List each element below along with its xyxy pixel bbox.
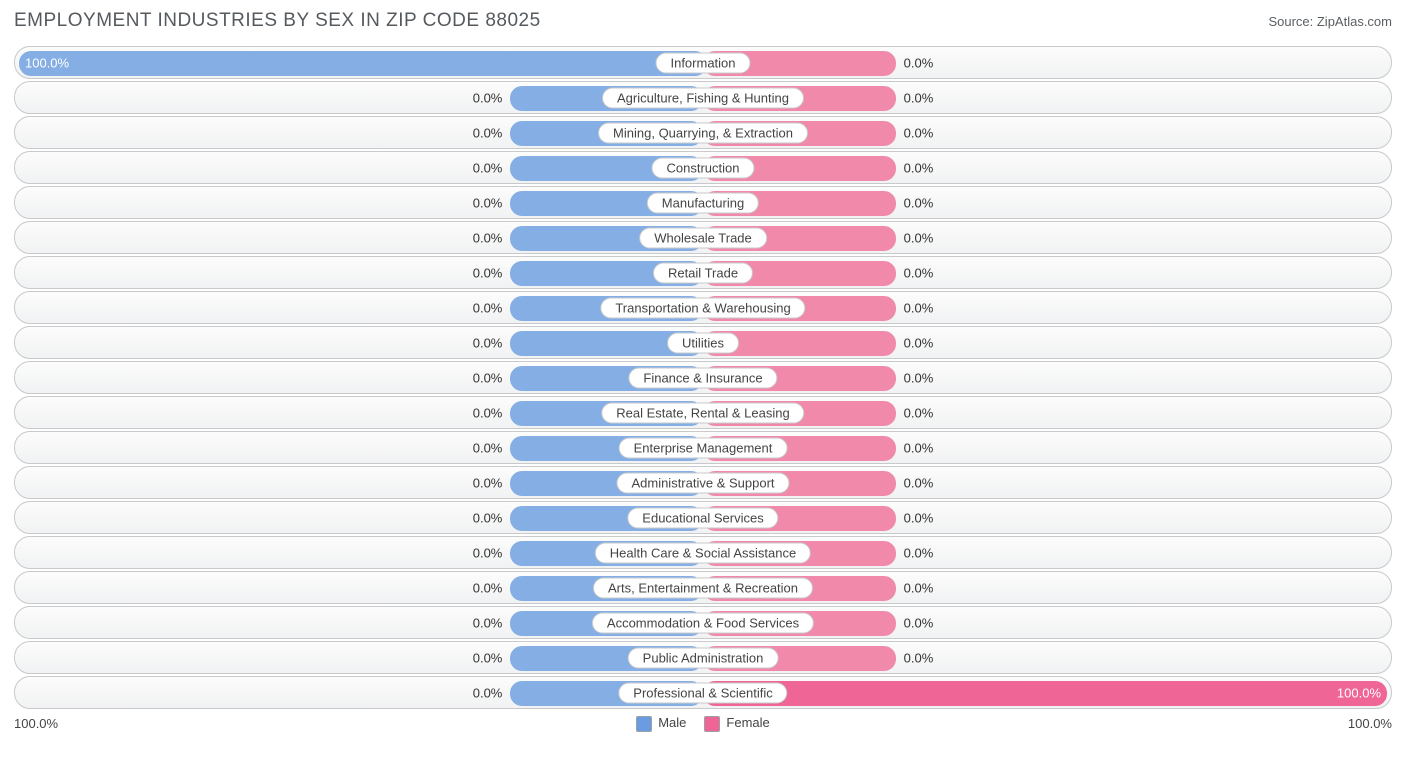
male-pct-label: 0.0% [473,615,503,630]
male-pct-label: 0.0% [473,440,503,455]
chart-row: 0.0% 0.0% Retail Trade [14,256,1392,289]
category-label: Wholesale Trade [639,227,767,248]
male-swatch-icon [636,716,652,732]
female-pct-label: 0.0% [904,335,934,350]
category-label: Finance & Insurance [628,367,777,388]
female-pct-label: 0.0% [904,615,934,630]
chart-row: 0.0% 0.0% Mining, Quarrying, & Extraction [14,116,1392,149]
female-bar [703,681,1387,706]
category-label: Construction [652,157,755,178]
chart-title: EMPLOYMENT INDUSTRIES BY SEX IN ZIP CODE… [14,10,541,32]
source-value: ZipAtlas.com [1317,14,1392,29]
chart-row: 100.0% 0.0% Information [14,46,1392,79]
female-pct-label: 0.0% [904,195,934,210]
category-label: Utilities [667,332,739,353]
chart-row: 0.0% 0.0% Educational Services [14,501,1392,534]
female-pct-label: 0.0% [904,125,934,140]
category-label: Enterprise Management [619,437,788,458]
category-label: Information [655,52,750,73]
category-label: Retail Trade [653,262,753,283]
female-pct-label: 0.0% [904,580,934,595]
male-pct-label: 0.0% [473,300,503,315]
chart-row: 0.0% 100.0% Professional & Scientific [14,676,1392,709]
female-swatch-icon [704,716,720,732]
chart-header: EMPLOYMENT INDUSTRIES BY SEX IN ZIP CODE… [14,10,1392,32]
category-label: Agriculture, Fishing & Hunting [602,87,804,108]
female-pct-label: 0.0% [904,475,934,490]
male-pct-label: 0.0% [473,195,503,210]
male-pct-label: 0.0% [473,545,503,560]
chart-source: Source: ZipAtlas.com [1268,14,1392,29]
chart-row: 0.0% 0.0% Public Administration [14,641,1392,674]
category-label: Accommodation & Food Services [592,612,814,633]
female-pct-label: 0.0% [904,55,934,70]
female-pct-label: 0.0% [904,265,934,280]
chart-row: 0.0% 0.0% Agriculture, Fishing & Hunting [14,81,1392,114]
legend-female: Female [704,715,769,732]
category-label: Manufacturing [647,192,759,213]
male-pct-label: 0.0% [473,580,503,595]
legend: Male Female [636,715,770,732]
male-pct-label: 0.0% [473,405,503,420]
female-pct-label: 0.0% [904,510,934,525]
female-pct-label: 0.0% [904,545,934,560]
axis-right-label: 100.0% [1348,716,1392,731]
female-pct-label: 0.0% [904,230,934,245]
chart-row: 0.0% 0.0% Utilities [14,326,1392,359]
male-pct-label: 0.0% [473,650,503,665]
source-prefix: Source: [1268,14,1316,29]
male-pct-label: 0.0% [473,475,503,490]
male-pct-label: 0.0% [473,335,503,350]
female-pct-label: 0.0% [904,440,934,455]
male-pct-label: 0.0% [473,160,503,175]
chart-row: 0.0% 0.0% Health Care & Social Assistance [14,536,1392,569]
chart-row: 0.0% 0.0% Finance & Insurance [14,361,1392,394]
category-label: Mining, Quarrying, & Extraction [598,122,808,143]
axis-left-label: 100.0% [14,716,58,731]
male-pct-label: 0.0% [473,230,503,245]
legend-male: Male [636,715,686,732]
chart-row: 0.0% 0.0% Accommodation & Food Services [14,606,1392,639]
chart-row: 0.0% 0.0% Enterprise Management [14,431,1392,464]
female-pct-label: 0.0% [904,405,934,420]
female-pct-label: 0.0% [904,650,934,665]
category-label: Real Estate, Rental & Leasing [601,402,804,423]
category-label: Administrative & Support [616,472,789,493]
chart-row: 0.0% 0.0% Wholesale Trade [14,221,1392,254]
male-pct-label: 0.0% [473,125,503,140]
male-pct-label: 0.0% [473,90,503,105]
female-pct-label: 100.0% [1337,685,1381,700]
category-label: Arts, Entertainment & Recreation [593,577,813,598]
chart-row: 0.0% 0.0% Construction [14,151,1392,184]
chart-row: 0.0% 0.0% Transportation & Warehousing [14,291,1392,324]
category-label: Public Administration [628,647,779,668]
chart-row: 0.0% 0.0% Arts, Entertainment & Recreation [14,571,1392,604]
chart-row: 0.0% 0.0% Real Estate, Rental & Leasing [14,396,1392,429]
male-bar [19,51,707,76]
male-pct-label: 100.0% [25,55,69,70]
female-pct-label: 0.0% [904,160,934,175]
male-pct-label: 0.0% [473,370,503,385]
category-label: Transportation & Warehousing [600,297,805,318]
male-pct-label: 0.0% [473,685,503,700]
male-pct-label: 0.0% [473,510,503,525]
chart-area: 100.0% 0.0% Information 0.0% 0.0% Agriculture… [14,46,1392,709]
category-label: Professional & Scientific [618,682,787,703]
chart-footer: 100.0% Male Female 100.0% [14,715,1392,732]
chart-row: 0.0% 0.0% Administrative & Support [14,466,1392,499]
category-label: Educational Services [627,507,778,528]
legend-female-label: Female [726,715,769,730]
category-label: Health Care & Social Assistance [595,542,811,563]
female-pct-label: 0.0% [904,300,934,315]
female-pct-label: 0.0% [904,370,934,385]
chart-row: 0.0% 0.0% Manufacturing [14,186,1392,219]
female-pct-label: 0.0% [904,90,934,105]
legend-male-label: Male [658,715,686,730]
male-pct-label: 0.0% [473,265,503,280]
